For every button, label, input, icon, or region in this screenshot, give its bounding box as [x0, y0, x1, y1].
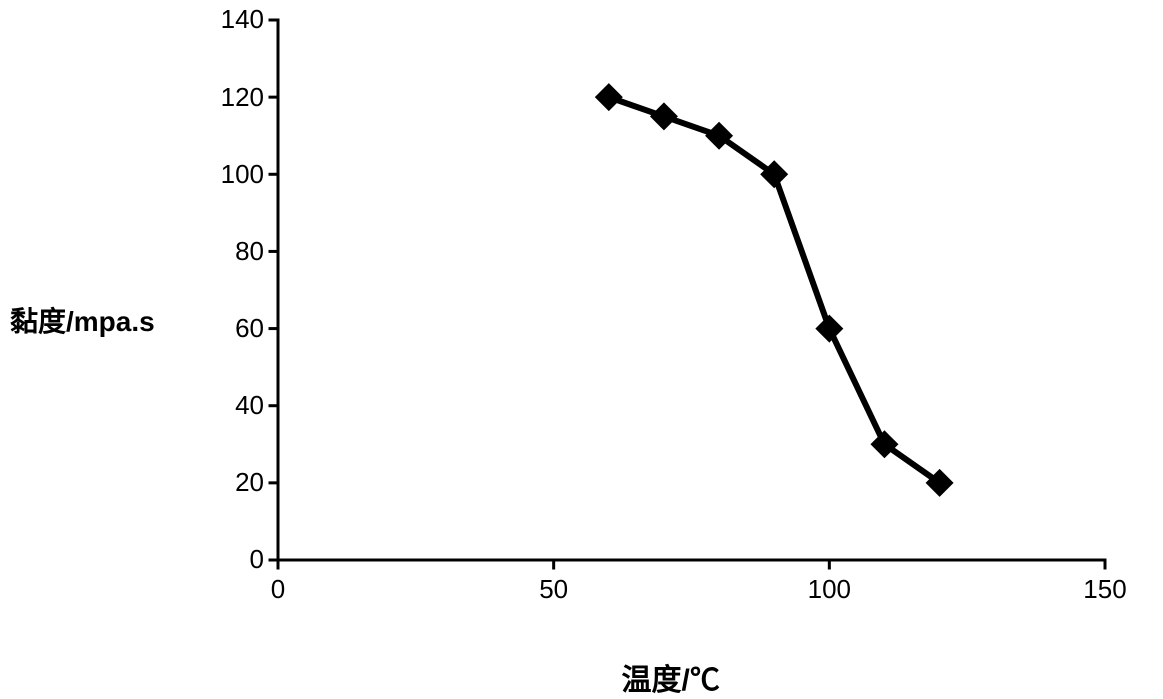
- y-tick-label: 140: [221, 4, 264, 35]
- y-tick-label: 60: [235, 313, 264, 344]
- data-marker: [650, 102, 678, 130]
- y-tick-label: 100: [221, 159, 264, 190]
- y-tick-label: 0: [250, 544, 264, 575]
- y-tick-label: 120: [221, 82, 264, 113]
- x-axis-label: 温度/℃: [622, 655, 720, 699]
- y-axis-label: 黏度/mpa.s: [10, 300, 155, 340]
- x-tick-label: 150: [1075, 574, 1135, 605]
- y-tick-label: 80: [235, 236, 264, 267]
- data-marker: [815, 315, 843, 343]
- series-line: [609, 97, 940, 483]
- x-tick-label: 0: [248, 574, 308, 605]
- y-tick-label: 40: [235, 390, 264, 421]
- x-tick-label: 100: [799, 574, 859, 605]
- viscosity-temperature-chart: 黏度/mpa.s 温度/℃ 020406080100120140 0501001…: [0, 0, 1163, 693]
- y-tick-label: 20: [235, 467, 264, 498]
- x-tick-label: 50: [524, 574, 584, 605]
- data-marker: [595, 83, 623, 111]
